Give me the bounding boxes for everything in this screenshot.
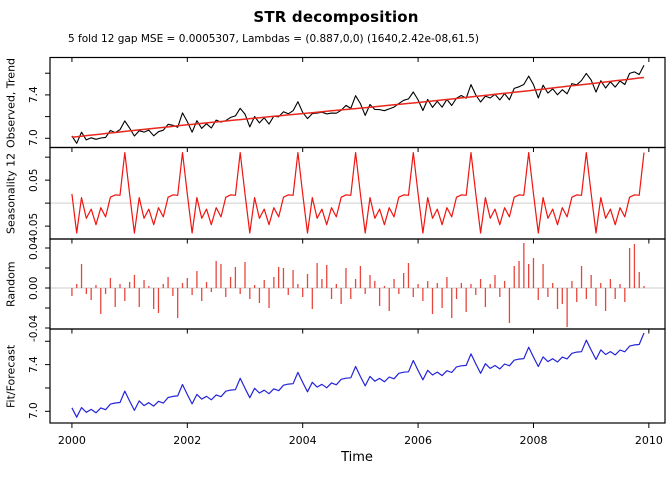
chart-subtitle: 5 fold 12 gap MSE = 0.0005307, Lambdas =… [68,33,479,45]
x-axis-label: Time [341,450,373,465]
y-tick-label: 0.05 [28,168,40,192]
x-tick-label: 2010 [634,434,663,447]
y-tick-label: 0.00 [28,276,40,300]
x-tick-label: 2008 [519,434,548,447]
y-axis-label-seasonality: Seasonality 12 [4,152,18,235]
seasonal-line [71,152,645,234]
y-tick-label: 7.0 [28,402,40,420]
y-tick-label: 7.4 [28,86,40,104]
random-needles [71,243,645,327]
panel-2-box [49,146,666,240]
x-tick-label: 2000 [57,434,86,447]
panel-1-box [49,56,666,149]
y-tick-label: 7.0 [28,129,40,147]
y-tick-label: 7.4 [28,356,40,373]
y-axis-label-observed-trend: Observed, Trend [4,57,18,148]
y-tick-label: 0.04 [28,236,40,260]
trend-line [71,76,645,138]
x-tick-label: 2006 [404,434,433,447]
fit-line [71,332,645,418]
x-tick-label: 2002 [173,434,202,447]
chart-title: STR decomposition [253,8,419,26]
observed-line [71,65,645,144]
x-tick-label: 2004 [288,434,317,447]
panel-3-box [49,238,666,330]
y-axis-label-random: Random [4,261,18,307]
panel-4-box [49,328,666,424]
y-axis-label-fit-forecast: Fit/Forecast [4,344,18,408]
